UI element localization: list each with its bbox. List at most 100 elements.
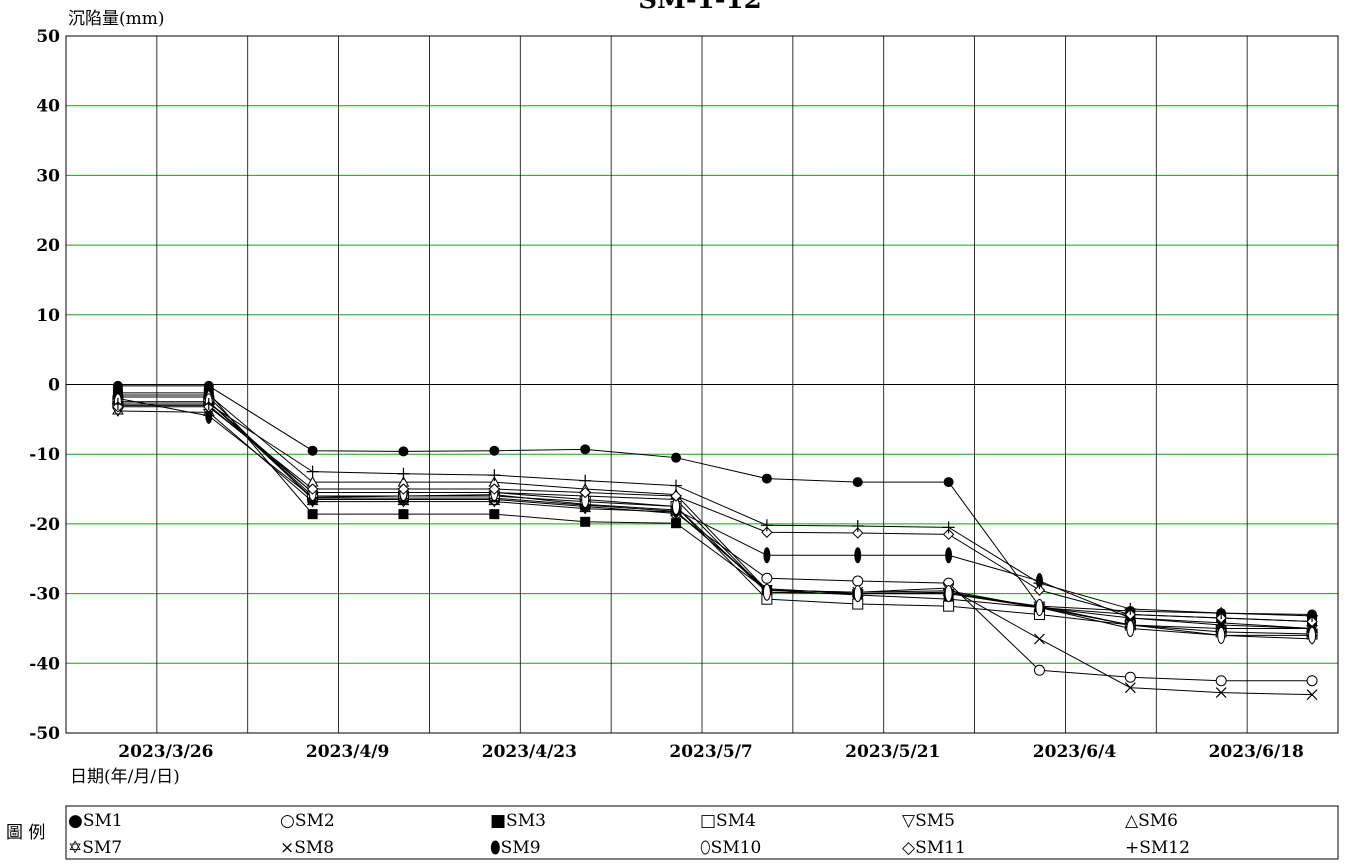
series-line bbox=[117, 394, 1313, 629]
data-point bbox=[760, 519, 773, 532]
series-sm10 bbox=[113, 393, 1317, 644]
y-tick-label: -10 bbox=[29, 445, 60, 465]
series-line bbox=[117, 410, 1313, 629]
data-point bbox=[111, 398, 124, 411]
series-sm9 bbox=[114, 390, 1316, 637]
data-point bbox=[398, 446, 409, 457]
data-point bbox=[670, 490, 682, 502]
x-tick-labels: 2023/3/26 2023/4/9 2023/4/23 2023/5/7 2023/5… bbox=[118, 742, 1304, 762]
data-point bbox=[580, 516, 591, 527]
y-tick-label: -40 bbox=[29, 654, 60, 674]
data-point bbox=[763, 547, 771, 564]
series-sm8 bbox=[112, 396, 1318, 701]
data-point bbox=[852, 477, 863, 488]
chart-title: SM-1-12 bbox=[638, 0, 761, 15]
legend-box bbox=[65, 805, 1339, 860]
data-point bbox=[671, 452, 682, 463]
x-tick-label: 2023/5/21 bbox=[845, 742, 940, 762]
data-point bbox=[761, 473, 772, 484]
data-point bbox=[851, 519, 864, 532]
data-point bbox=[397, 467, 410, 480]
y-tick-label: 40 bbox=[36, 97, 60, 117]
y-tick-label: -50 bbox=[29, 724, 60, 744]
series-line bbox=[117, 401, 1313, 636]
data-point bbox=[1306, 675, 1318, 687]
data-point bbox=[761, 572, 773, 584]
data-point bbox=[854, 547, 862, 564]
data-point bbox=[945, 547, 953, 564]
data-point bbox=[397, 483, 410, 495]
series-line bbox=[117, 401, 1313, 635]
y-tick-label: 30 bbox=[36, 166, 60, 186]
legend-entry: ×SM8 bbox=[280, 838, 334, 858]
y-tick-label: 0 bbox=[48, 376, 60, 396]
data-point bbox=[1215, 675, 1227, 687]
legend-entry: ⬯SM10 bbox=[700, 838, 761, 858]
series-sm7 bbox=[112, 405, 1318, 635]
data-point bbox=[942, 521, 955, 534]
series-line bbox=[117, 406, 1313, 622]
data-point bbox=[307, 445, 318, 456]
data-point bbox=[488, 469, 501, 482]
data-point bbox=[306, 483, 319, 495]
data-point bbox=[1306, 689, 1318, 701]
data-point bbox=[1033, 584, 1046, 596]
series-sm1 bbox=[112, 380, 1318, 620]
series-line bbox=[117, 385, 1313, 616]
series-sm5 bbox=[112, 400, 1318, 645]
legend-entry: □SM4 bbox=[700, 811, 756, 831]
legend-entry: ✡SM7 bbox=[68, 838, 122, 858]
series-sm11 bbox=[112, 401, 1318, 628]
data-point bbox=[761, 526, 773, 538]
series-line bbox=[117, 392, 1313, 622]
data-point bbox=[1215, 687, 1227, 698]
data-point bbox=[488, 483, 501, 495]
legend-entry: ○SM2 bbox=[280, 811, 335, 831]
y-tick-label: 10 bbox=[36, 306, 60, 326]
legend-entry: ◇SM11 bbox=[902, 838, 966, 858]
y-axis-label: 沉陷量(mm) bbox=[68, 9, 165, 29]
data-point bbox=[580, 444, 591, 455]
data-point bbox=[943, 477, 954, 488]
series-line bbox=[117, 397, 1313, 629]
data-point bbox=[852, 575, 864, 587]
legend-title: 圖 例 bbox=[6, 823, 45, 843]
data-point bbox=[852, 527, 864, 539]
data-point bbox=[944, 585, 953, 603]
data-point bbox=[489, 509, 500, 520]
series-sm12 bbox=[111, 398, 1319, 622]
x-tick-label: 2023/3/26 bbox=[118, 742, 213, 762]
data-point bbox=[307, 509, 318, 520]
x-tick-label: 2023/6/18 bbox=[1209, 742, 1304, 762]
data-point bbox=[762, 583, 771, 601]
y-tick-label: -30 bbox=[29, 585, 60, 605]
series-line bbox=[117, 403, 1313, 617]
legend-entry: ▽SM5 bbox=[902, 811, 955, 831]
data-point bbox=[1035, 599, 1044, 617]
y-tick-label: 20 bbox=[36, 236, 60, 256]
series-group bbox=[111, 380, 1319, 701]
plot-frame bbox=[65, 35, 1339, 734]
x-axis-label: 日期(年/月/日) bbox=[70, 767, 180, 787]
series-sm4 bbox=[112, 396, 1318, 640]
data-point bbox=[1215, 607, 1228, 620]
x-tick-label: 2023/5/7 bbox=[669, 742, 752, 762]
y-tick-label: 50 bbox=[36, 27, 60, 47]
data-point bbox=[579, 486, 591, 499]
data-point bbox=[942, 528, 955, 541]
data-point bbox=[205, 407, 213, 424]
data-point bbox=[1124, 671, 1136, 683]
legend-entry: ■SM3 bbox=[490, 811, 546, 831]
legend-entry: △SM6 bbox=[1125, 811, 1178, 831]
data-point bbox=[579, 474, 592, 487]
data-point bbox=[670, 479, 683, 492]
legend-entry: +SM12 bbox=[1125, 838, 1190, 858]
series-sm3 bbox=[112, 387, 1318, 627]
data-point bbox=[1308, 626, 1317, 644]
data-point bbox=[853, 585, 862, 603]
grid bbox=[65, 35, 1339, 734]
data-point bbox=[1217, 626, 1226, 644]
data-point bbox=[1306, 609, 1319, 622]
x-tick-label: 2023/6/4 bbox=[1033, 742, 1117, 762]
